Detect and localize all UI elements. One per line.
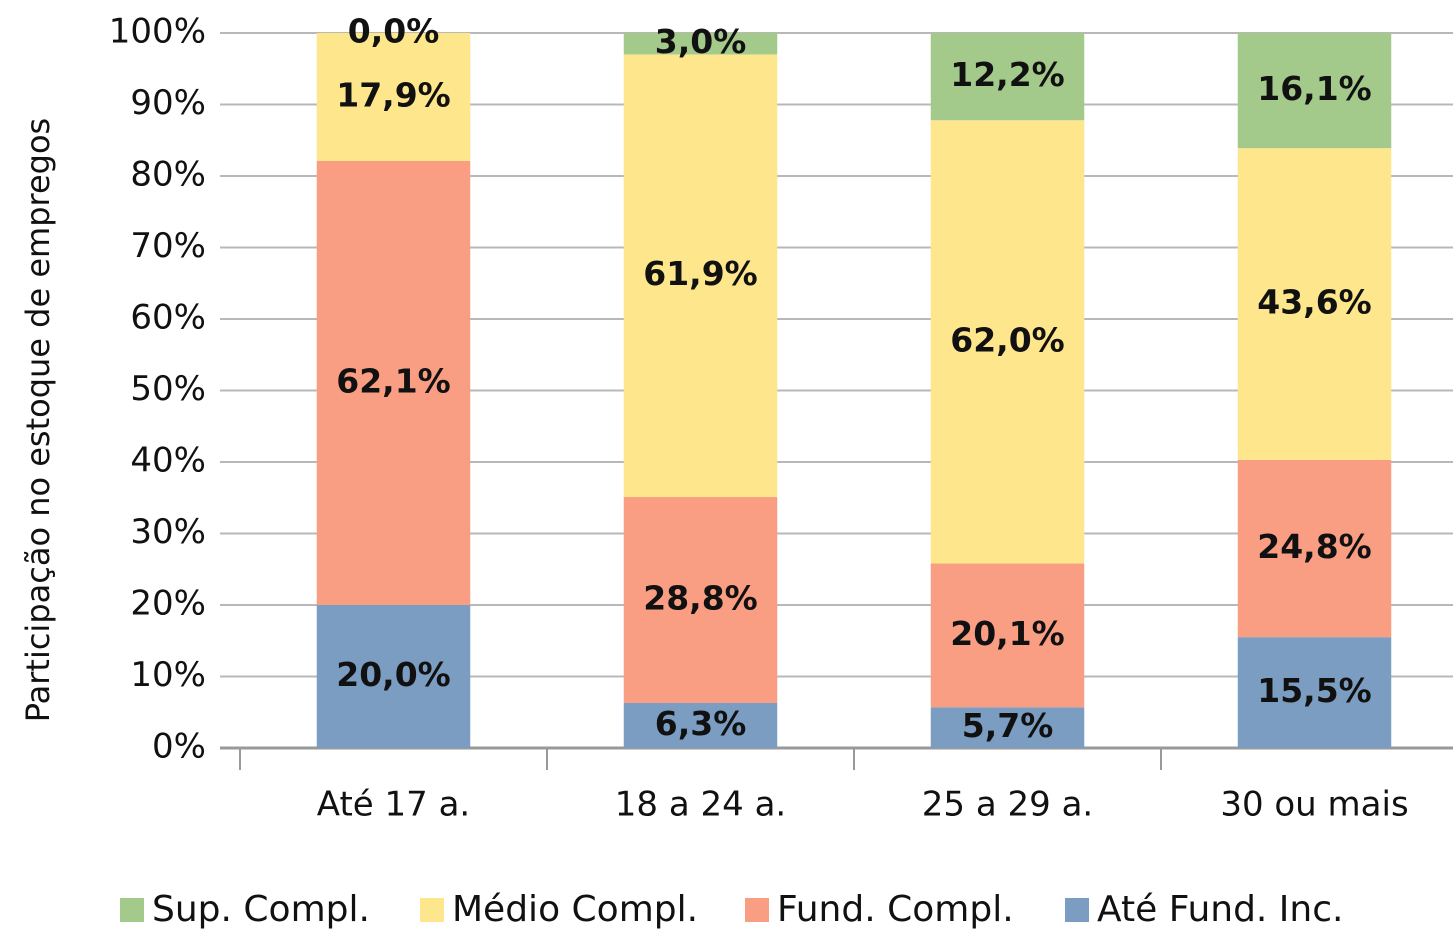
bar-segment xyxy=(623,497,778,703)
data-label: 20,0% xyxy=(336,655,451,694)
data-label: 20,1% xyxy=(950,614,1065,653)
bar-segment xyxy=(930,33,1085,121)
data-label: 5,7% xyxy=(962,706,1054,745)
x-tick-label: 25 a 29 a. xyxy=(922,785,1093,825)
bar-segment xyxy=(1237,637,1392,748)
y-tick-label: 60% xyxy=(130,298,206,338)
legend-label: Médio Compl. xyxy=(452,889,698,930)
data-label: 24,8% xyxy=(1257,527,1372,566)
bar-segment xyxy=(623,33,778,55)
y-tick-label: 30% xyxy=(130,512,206,552)
y-tick-label: 40% xyxy=(130,441,206,481)
legend-swatch xyxy=(745,898,769,922)
legend-label: Até Fund. Inc. xyxy=(1097,889,1343,930)
x-tick-label: Até 17 a. xyxy=(317,785,470,825)
data-label: 12,2% xyxy=(950,55,1065,94)
y-tick-label: 80% xyxy=(130,155,206,195)
bar-segment xyxy=(1237,459,1392,638)
y-axis-title: Participação no estoque de empregos xyxy=(19,118,57,722)
x-tick-label: 30 ou mais xyxy=(1220,785,1408,825)
data-label: 61,9% xyxy=(643,254,758,293)
data-label: 3,0% xyxy=(655,22,747,61)
y-tick-label: 10% xyxy=(130,655,206,695)
legend-label: Sup. Compl. xyxy=(152,889,370,930)
data-label: 28,8% xyxy=(643,578,758,617)
data-label: 17,9% xyxy=(336,75,451,114)
legend-label: Fund. Compl. xyxy=(777,889,1014,930)
data-label: 43,6% xyxy=(1257,282,1372,321)
data-label: 16,1% xyxy=(1257,69,1372,108)
bar-segment xyxy=(316,605,471,748)
data-label: 0,0% xyxy=(348,12,440,51)
data-label: 62,1% xyxy=(336,361,451,400)
bar-segment xyxy=(316,33,471,161)
bar-segment xyxy=(1237,33,1392,149)
y-tick-label: 0% xyxy=(152,727,206,767)
bar-segment xyxy=(930,563,1085,708)
legend-swatch xyxy=(1065,898,1089,922)
bar-segment xyxy=(623,702,778,748)
bar-segment xyxy=(1237,148,1392,460)
data-label: 6,3% xyxy=(655,704,747,743)
data-label: 15,5% xyxy=(1257,671,1372,710)
y-tick-label: 20% xyxy=(130,584,206,624)
y-tick-label: 100% xyxy=(109,12,206,52)
bar-segment xyxy=(930,120,1085,564)
bar-segment xyxy=(623,54,778,498)
bar-segment xyxy=(316,160,471,606)
x-tick-label: 18 a 24 a. xyxy=(615,785,786,825)
y-tick-label: 50% xyxy=(130,369,206,409)
legend-swatch xyxy=(120,898,144,922)
legend-swatch xyxy=(420,898,444,922)
data-label: 62,0% xyxy=(950,320,1065,359)
y-tick-label: 90% xyxy=(130,83,206,123)
y-tick-label: 70% xyxy=(130,226,206,266)
bar-segment xyxy=(930,707,1085,748)
